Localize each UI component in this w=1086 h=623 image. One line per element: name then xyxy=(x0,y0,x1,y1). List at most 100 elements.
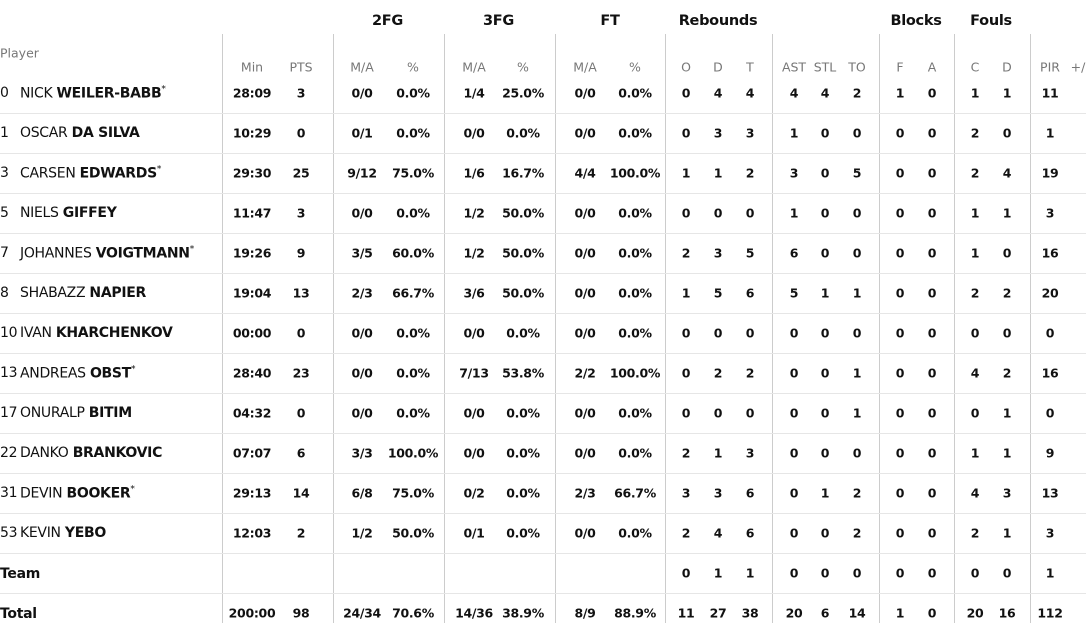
stat-cell: 6 xyxy=(296,445,306,461)
stat-cell: 1 xyxy=(713,165,723,181)
stat-cell: 2/2 xyxy=(574,365,596,381)
stat-cell: 19:26 xyxy=(232,245,272,261)
stat-cell: 0 xyxy=(895,205,905,221)
stat-cell: 3 xyxy=(713,245,723,261)
stat-cell: 0 xyxy=(789,365,799,381)
stat-cell: 6/8 xyxy=(351,485,373,501)
last-name: EDWARDS xyxy=(79,165,158,182)
player-name: IVAN KHARCHENKOV xyxy=(20,325,173,341)
player-number: 1 xyxy=(0,125,9,141)
stat-cell: 0/1 xyxy=(463,525,485,541)
stat-cell: 1/2 xyxy=(463,245,485,261)
stat-cell: 0 xyxy=(927,245,937,261)
stat-cell: 3 xyxy=(1045,205,1055,221)
first-name: ONURALP xyxy=(20,405,85,421)
stat-cell: 1 xyxy=(970,445,980,461)
group-header: FT xyxy=(600,13,620,29)
stat-cell: 0.0% xyxy=(396,125,430,141)
stat-cell: 2 xyxy=(1002,285,1012,301)
stat-cell: 112 xyxy=(1037,605,1063,621)
stat-cell: 0.0% xyxy=(506,445,540,461)
stat-cell: 20 xyxy=(966,605,984,621)
row-divider xyxy=(0,353,1086,354)
stat-cell: 50.0% xyxy=(502,205,544,221)
column-divider xyxy=(665,34,666,623)
group-header: Fouls xyxy=(970,13,1012,29)
stat-cell: 50.0% xyxy=(502,245,544,261)
group-header: Blocks xyxy=(890,13,942,29)
stat-cell: 3 xyxy=(713,125,723,141)
stat-cell: 75.0% xyxy=(392,165,434,181)
stat-cell: 14/36 xyxy=(455,605,493,621)
column-header: T xyxy=(746,59,754,75)
last-name: YEBO xyxy=(64,525,106,541)
column-header: C xyxy=(970,59,980,75)
stat-cell: 1 xyxy=(852,405,862,421)
player-name: DANKO BRANKOVIC xyxy=(20,445,162,461)
stat-cell: 0 xyxy=(820,205,830,221)
stat-cell: 0 xyxy=(927,605,937,621)
stat-cell: 11:47 xyxy=(232,205,272,221)
last-name: BRANKOVIC xyxy=(72,445,163,461)
stat-cell: 2 xyxy=(852,525,862,541)
starter-mark: * xyxy=(161,84,166,95)
stat-cell: 1/2 xyxy=(351,525,373,541)
stat-cell: 0 xyxy=(713,325,723,341)
stat-cell: 100.0% xyxy=(609,365,661,381)
row-divider xyxy=(0,553,1086,554)
stat-cell: 0 xyxy=(895,285,905,301)
stat-cell: 19 xyxy=(1041,165,1059,181)
column-header: % xyxy=(407,59,419,75)
stat-cell: 16 xyxy=(1041,365,1059,381)
stat-cell: 2 xyxy=(1002,365,1012,381)
stat-cell: 200:00 xyxy=(228,605,276,621)
player-number: 17 xyxy=(0,405,18,421)
stat-cell: 0 xyxy=(895,245,905,261)
stat-cell: 0 xyxy=(895,445,905,461)
stat-cell: 3 xyxy=(745,445,755,461)
player-name: OSCAR DA SILVA xyxy=(20,125,140,141)
stat-cell: 4 xyxy=(713,525,723,541)
last-name: BOOKER xyxy=(66,485,131,502)
stat-cell: 0 xyxy=(820,565,830,581)
stat-cell: 19:04 xyxy=(232,285,272,301)
stat-cell: 2 xyxy=(681,445,691,461)
player-number: 22 xyxy=(0,445,18,461)
stat-cell: 2/3 xyxy=(351,285,373,301)
stat-cell: 0 xyxy=(1002,565,1012,581)
column-header: A xyxy=(927,59,937,75)
stat-cell: 0 xyxy=(820,405,830,421)
stat-cell: 9 xyxy=(296,245,306,261)
stat-cell: 0 xyxy=(895,485,905,501)
stat-cell: 1 xyxy=(852,285,862,301)
stat-cell: 0 xyxy=(789,525,799,541)
column-header: D xyxy=(713,59,723,75)
stat-cell: 6 xyxy=(789,245,799,261)
stat-cell: 0/0 xyxy=(463,325,485,341)
column-header: STL xyxy=(813,59,837,75)
starter-mark: * xyxy=(189,244,195,255)
row-divider xyxy=(0,393,1086,394)
stat-cell: 0.0% xyxy=(396,365,430,381)
row-divider xyxy=(0,193,1086,194)
row-divider xyxy=(0,313,1086,314)
stat-cell: 0.0% xyxy=(506,485,540,501)
stat-cell: 3/5 xyxy=(351,245,373,261)
stat-cell: 0.0% xyxy=(396,85,430,101)
stat-cell: 75.0% xyxy=(392,485,434,501)
stat-cell: 25.0% xyxy=(502,85,544,101)
stat-cell: 1 xyxy=(745,565,755,581)
starter-mark: * xyxy=(156,164,162,175)
stat-cell: 16 xyxy=(1041,245,1059,261)
stat-cell: 10:29 xyxy=(232,125,272,141)
stat-cell: 0 xyxy=(296,405,306,421)
stat-cell: 0 xyxy=(820,165,830,181)
stat-cell: 0 xyxy=(852,445,862,461)
stat-cell: 5 xyxy=(745,245,755,261)
stat-cell: 5 xyxy=(713,285,723,301)
player-number: 7 xyxy=(0,245,9,261)
stat-cell: 3 xyxy=(296,85,306,101)
stat-cell: 0 xyxy=(970,325,980,341)
stat-cell: 1 xyxy=(970,245,980,261)
stat-cell: 0/0 xyxy=(351,365,373,381)
